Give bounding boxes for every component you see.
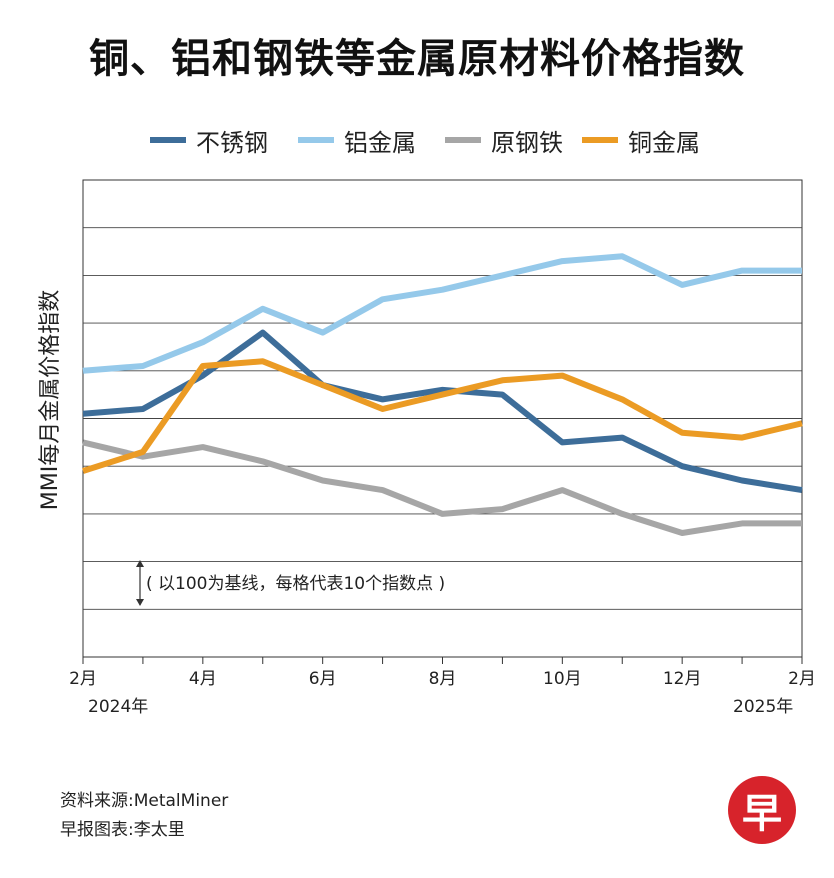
legend: 不锈钢 铝金属 原钢铁 铜金属 bbox=[0, 120, 834, 160]
x-tick-label: 10月 bbox=[543, 669, 582, 689]
credit-text: 早报图表:李太里 bbox=[60, 820, 185, 840]
series-lines bbox=[82, 253, 803, 536]
scale-note: ( 以100为基线，每格代表10个指数点 ) bbox=[146, 574, 446, 594]
series-line-3 bbox=[82, 358, 803, 474]
legend-label-stainless: 不锈钢 bbox=[196, 128, 268, 157]
note-annotation bbox=[136, 560, 144, 606]
legend-swatch-stainless bbox=[150, 137, 186, 143]
legend-swatch-copper bbox=[582, 137, 618, 143]
source-text: 资料来源:MetalMiner bbox=[60, 791, 229, 811]
legend-label-aluminum: 铝金属 bbox=[344, 128, 416, 157]
legend-label-copper: 铜金属 bbox=[628, 128, 700, 157]
x-tick-label: 8月 bbox=[428, 669, 457, 689]
x-tick-label: 12月 bbox=[662, 669, 702, 689]
series-line-1 bbox=[82, 253, 802, 374]
legend-item-aluminum: 铝金属 bbox=[298, 120, 416, 160]
x-year-label-2025: 2025年 bbox=[733, 697, 794, 717]
x-tick-label: 2月 bbox=[69, 669, 97, 689]
x-tick-label: 2月 bbox=[788, 669, 816, 689]
legend-swatch-aluminum bbox=[298, 137, 334, 143]
scale-arrow-up-icon bbox=[136, 560, 144, 567]
chart-title: 铜、铝和钢铁等金属原材料价格指数 bbox=[89, 36, 745, 82]
legend-label-steel: 原钢铁 bbox=[491, 128, 563, 157]
series-line-2 bbox=[82, 439, 802, 536]
x-year-label-2024: 2024年 bbox=[88, 697, 149, 717]
scale-arrow-down-icon bbox=[136, 599, 144, 606]
x-tick-label: 6月 bbox=[308, 669, 337, 689]
legend-item-stainless: 不锈钢 bbox=[150, 120, 268, 160]
legend-item-copper: 铜金属 bbox=[582, 120, 700, 160]
legend-swatch-steel bbox=[445, 137, 481, 143]
series-line-0 bbox=[82, 329, 803, 494]
legend-item-steel: 原钢铁 bbox=[445, 120, 563, 160]
zaobao-logo: 早 bbox=[728, 776, 796, 844]
x-tick-label: 4月 bbox=[188, 669, 217, 689]
